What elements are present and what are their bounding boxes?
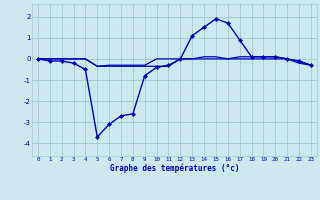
X-axis label: Graphe des températures (°c): Graphe des températures (°c) — [110, 164, 239, 173]
